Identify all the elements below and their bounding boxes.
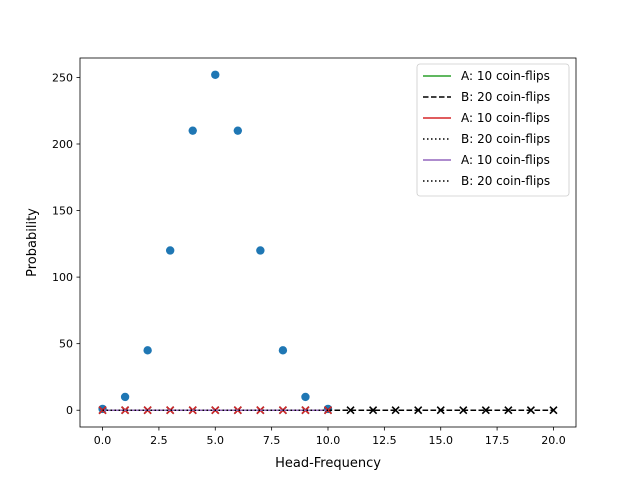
x-tick-label: 2.5 (150, 434, 168, 447)
x-tick-label: 20.0 (541, 434, 566, 447)
x-tick-label: 12.5 (372, 434, 397, 447)
x-tick-label: 10.0 (316, 434, 341, 447)
plot-area (98, 70, 558, 415)
x-marker-stroke (504, 406, 513, 415)
y-tick-label: 100 (52, 271, 73, 284)
x-marker-stroke (481, 406, 490, 415)
x-marker-stroke (414, 406, 423, 415)
x-marker (549, 406, 558, 415)
y-tick-label: 50 (59, 338, 73, 351)
legend-label: A: 10 coin-flips (461, 111, 550, 125)
y-axis: 0 50 100 150 200 250 (52, 71, 80, 417)
y-tick-label: 0 (66, 404, 73, 417)
legend-label: B: 20 coin-flips (461, 90, 550, 104)
x-axis: 0.0 2.5 5.0 7.5 10.0 12.5 15.0 17.5 20.0 (94, 427, 566, 447)
y-tick-label: 200 (52, 138, 73, 151)
data-point (211, 70, 220, 79)
x-tick-label: 0.0 (94, 434, 112, 447)
data-point (301, 392, 310, 402)
y-tick-label: 250 (52, 71, 73, 84)
legend: A: 10 coin-flips B: 20 coin-flips A: 10 co… (416, 63, 570, 197)
legend-label: B: 20 coin-flips (461, 132, 550, 146)
x-marker (414, 406, 423, 415)
x-marker-stroke (369, 406, 378, 415)
x-tick-label: 7.5 (263, 434, 281, 447)
x-marker (436, 406, 445, 415)
data-point (233, 126, 243, 135)
data-point (256, 246, 265, 255)
legend-box (416, 63, 570, 197)
data-point (98, 404, 107, 414)
x-marker-stroke (346, 406, 355, 415)
legend-label: A: 10 coin-flips (461, 69, 550, 83)
x-marker (346, 406, 355, 415)
x-tick-label: 5.0 (207, 434, 225, 447)
x-axis-label: Head-Frequency (275, 456, 381, 471)
data-point (278, 346, 288, 355)
y-axis-label: Probability (25, 208, 40, 277)
data-point (165, 246, 175, 255)
legend-label: A: 10 coin-flips (461, 153, 550, 167)
x-marker (369, 406, 378, 415)
data-point (120, 392, 130, 402)
x-marker (504, 406, 513, 415)
x-marker-stroke (436, 406, 445, 415)
data-point (143, 346, 152, 355)
legend-label: B: 20 coin-flips (461, 174, 550, 188)
x-marker-stroke (549, 406, 558, 415)
y-tick-label: 150 (52, 205, 73, 218)
data-point (323, 404, 333, 414)
x-tick-label: 17.5 (485, 434, 510, 447)
x-marker (481, 406, 490, 415)
data-point (188, 126, 197, 135)
x-tick-label: 15.0 (428, 434, 453, 447)
